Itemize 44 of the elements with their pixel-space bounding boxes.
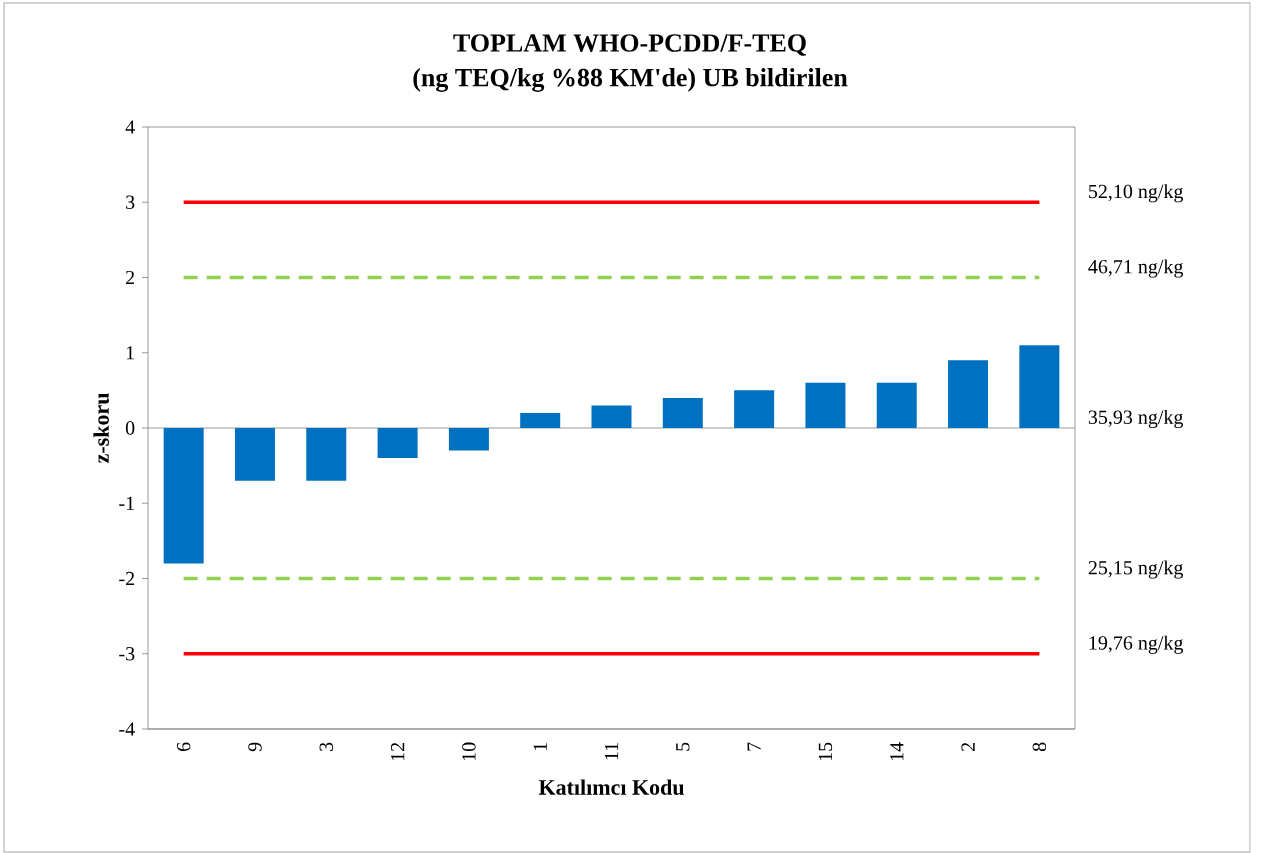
- x-tick-label: 14: [890, 742, 904, 761]
- bar: [948, 360, 989, 428]
- y2-tick-label: 19,76 ng/kg: [1089, 635, 1184, 654]
- y-tick-label: -1: [119, 496, 134, 510]
- x-tick-label: 9: [248, 742, 262, 752]
- y2-tick-label: 46,71 ng/kg: [1088, 259, 1184, 278]
- x-tick-label: 15: [818, 742, 833, 761]
- y-tick-label: 3: [126, 195, 135, 209]
- y-tick-label: -2: [119, 571, 135, 586]
- bar: [234, 427, 275, 481]
- bar: [377, 427, 418, 459]
- bar: [1019, 345, 1060, 428]
- x-tick-label: 10: [462, 742, 476, 761]
- y-tick-label: 2: [126, 270, 135, 285]
- bar: [734, 390, 775, 428]
- y2-tick-label: 25,15 ng/kg: [1088, 560, 1184, 579]
- bar: [876, 382, 917, 428]
- x-axis-title: Katılımcı Kodu: [538, 779, 684, 795]
- bar: [520, 412, 561, 428]
- bar: [306, 427, 347, 481]
- x-tick-label: 8: [1032, 742, 1047, 752]
- y-tick-label: 4: [125, 120, 135, 134]
- x-tick-label: 7: [747, 742, 761, 751]
- y-tick-label: -3: [119, 647, 135, 661]
- x-tick-label: 11: [604, 743, 619, 760]
- y2-tick-label: 35,93 ng/kg: [1088, 409, 1184, 429]
- bar: [662, 397, 703, 428]
- bar: [805, 382, 846, 428]
- bar: [591, 405, 632, 428]
- y-tick-label: 1: [126, 346, 134, 360]
- chart-title: TOPLAM WHO-PCDD/F-TEQ: [453, 34, 806, 56]
- y-axis-title: z-skoru: [93, 393, 109, 464]
- x-tick-label: 12: [390, 742, 405, 761]
- y-tick-label: 0: [125, 421, 135, 435]
- x-tick-label: 6: [176, 742, 191, 751]
- bar: [448, 427, 489, 451]
- x-tick-label: 5: [676, 742, 690, 751]
- x-tick-label: 2: [961, 742, 975, 751]
- x-tick-label: 3: [319, 742, 333, 751]
- y2-tick-label: 52,10 ng/kg: [1089, 184, 1184, 203]
- y-tick-label: -4: [119, 722, 135, 736]
- bar: [163, 427, 204, 564]
- x-tick-label: 1: [533, 743, 547, 751]
- chart-subtitle: (ng TEQ/kg %88 KM'de) UB bildirilen: [413, 68, 848, 92]
